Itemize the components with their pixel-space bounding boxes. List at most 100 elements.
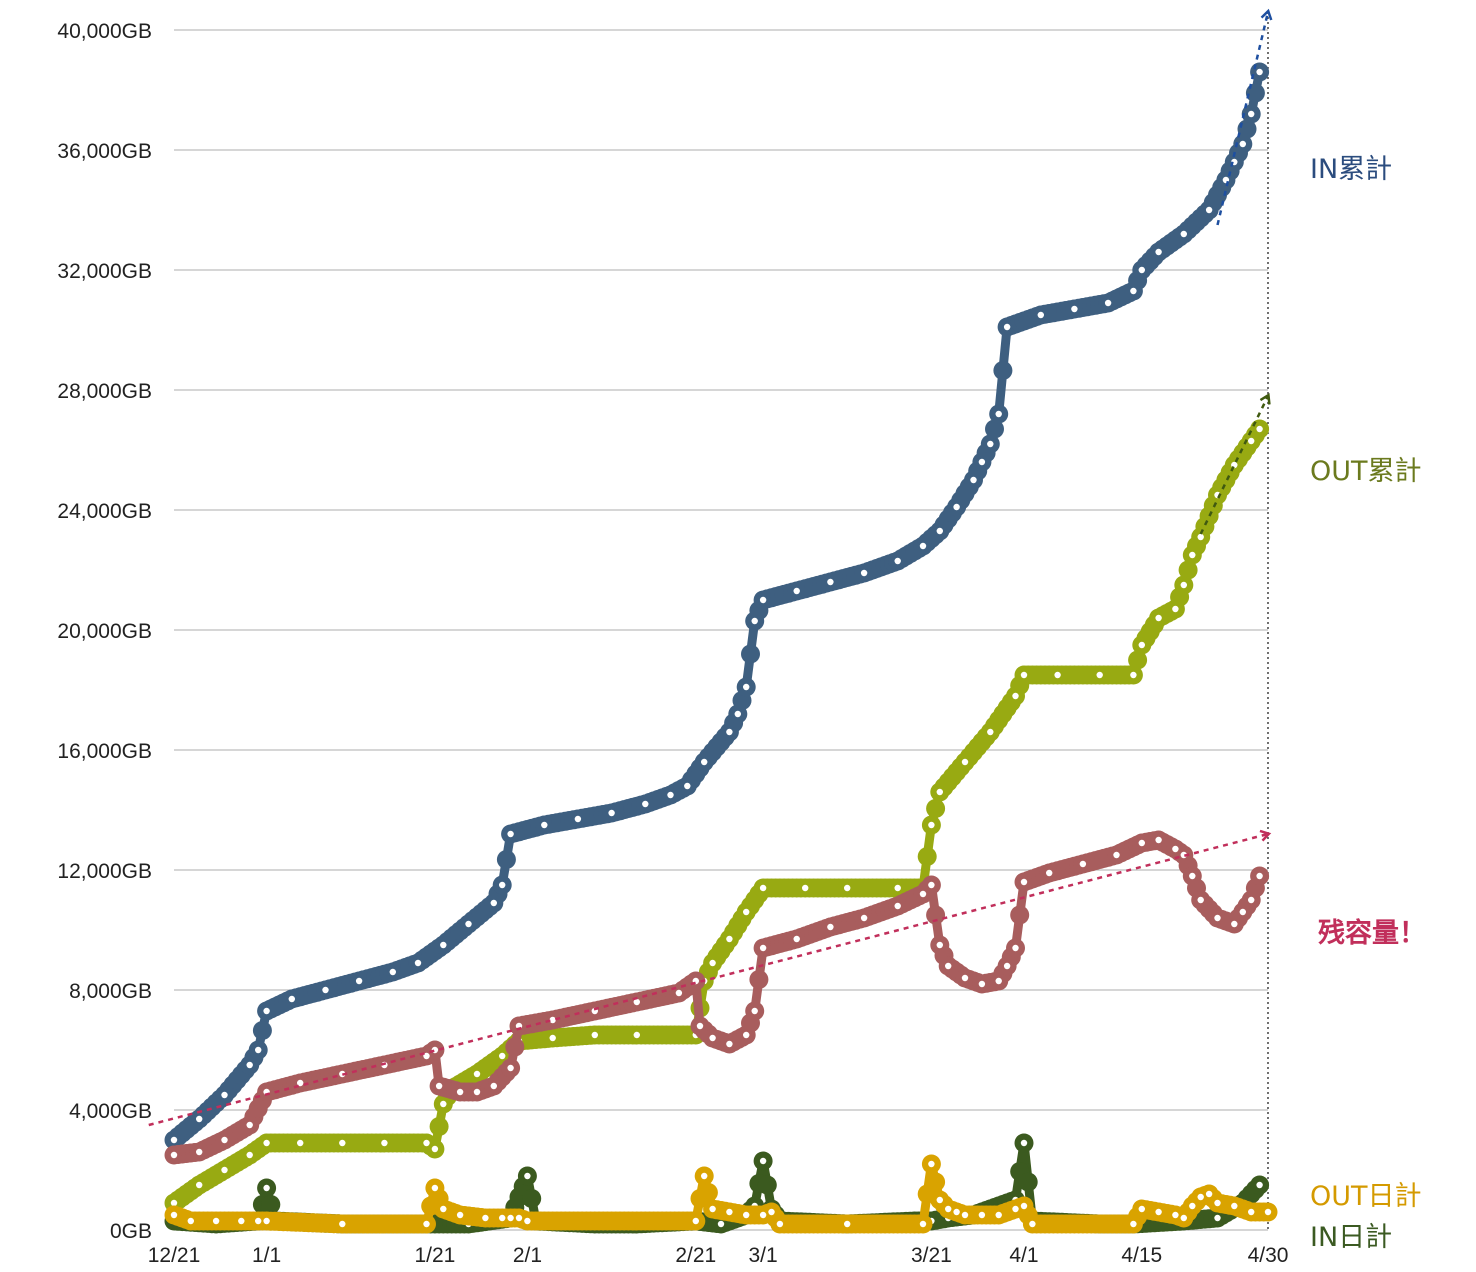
data-point-highlight (490, 1082, 497, 1090)
data-point-highlight (709, 959, 716, 967)
data-point-highlight (1046, 869, 1053, 877)
data-point (429, 1117, 449, 1136)
data-point-highlight (759, 596, 767, 604)
data-point-highlight (759, 1211, 767, 1219)
data-point (1178, 560, 1198, 580)
data-point-highlight (1155, 1208, 1162, 1216)
data-point-highlight (187, 1217, 194, 1225)
data-point-highlight (751, 1007, 758, 1015)
data-point-highlight (1231, 1202, 1238, 1210)
data-point-highlight (1020, 878, 1028, 886)
series-label-4: IN日計 (1310, 1222, 1392, 1253)
data-point-highlight (759, 944, 767, 952)
data-point-highlight (212, 1217, 220, 1225)
data-point-highlight (978, 980, 986, 988)
data-point-highlight (759, 884, 767, 892)
data-point-highlight (1256, 872, 1263, 880)
data-point-highlight (1130, 671, 1137, 679)
data-point-highlight (987, 440, 994, 448)
x-tick-label: 1/1 (252, 1244, 281, 1267)
data-point-highlight (726, 1040, 733, 1048)
data-point-highlight (1012, 944, 1019, 952)
data-point-highlight (802, 884, 809, 892)
data-point-highlight (1130, 287, 1137, 295)
trend-arrow-0 (1216, 12, 1268, 226)
data-point-highlight (238, 1217, 245, 1225)
data-point-highlight (743, 1211, 750, 1219)
data-point-highlight (507, 1064, 514, 1072)
data-point (1128, 650, 1148, 670)
data-point-highlight (221, 1136, 228, 1144)
data-point-highlight (1012, 692, 1019, 700)
data-point-highlight (936, 527, 943, 535)
data-point-highlight (928, 881, 935, 889)
data-point-highlight (701, 1172, 708, 1180)
data-point-highlight (776, 1220, 784, 1228)
data-point (926, 799, 946, 818)
data-point-highlight (793, 935, 800, 943)
data-point-highlight (381, 1139, 388, 1147)
data-point-highlight (633, 1031, 640, 1039)
data-point-highlight (945, 1205, 952, 1213)
data-point-highlight (1248, 110, 1255, 118)
data-point-highlight (1189, 1202, 1196, 1210)
y-tick-label: 4,000GB (69, 1100, 152, 1123)
data-point-highlight (1205, 206, 1213, 214)
data-point-highlight (1214, 914, 1221, 922)
series-label-1: OUT累計 (1310, 456, 1422, 487)
data-point-highlight (844, 1220, 851, 1228)
x-tick-label: 1/21 (414, 1244, 455, 1267)
data-point (261, 1195, 281, 1214)
data-point-highlight (743, 683, 750, 691)
data-point (252, 1021, 272, 1040)
data-point-highlight (482, 1214, 489, 1222)
data-point-highlight (1003, 323, 1011, 331)
data-point-highlight (953, 1208, 960, 1216)
data-point-highlight (1172, 1211, 1179, 1219)
data-point-highlight (1197, 896, 1204, 904)
data-point-highlight (1138, 1205, 1146, 1213)
series-group (164, 62, 1278, 1234)
trend-arrow-2 (148, 834, 1268, 1127)
data-point-highlight (961, 758, 969, 766)
data-point-highlight (1020, 671, 1028, 679)
data-point-highlight (919, 890, 927, 898)
data-point-highlight (1248, 437, 1255, 445)
data-point-highlight (246, 1061, 253, 1069)
data-point-highlight (642, 800, 649, 808)
data-point-highlight (297, 1079, 304, 1087)
data-point-highlight (692, 1217, 699, 1225)
data-point-highlight (456, 1211, 464, 1219)
data-point-highlight (726, 728, 733, 736)
data-point-highlight (246, 1151, 253, 1159)
data-point-highlight (928, 1160, 935, 1168)
data-point-highlight (473, 1070, 481, 1078)
data-point-highlight (1003, 962, 1011, 970)
data-point (917, 847, 937, 866)
y-tick-label: 32,000GB (57, 260, 152, 283)
data-point-highlight (1239, 908, 1247, 916)
data-point (522, 1189, 542, 1208)
data-point-highlight (170, 1151, 178, 1159)
data-point-highlight (574, 815, 582, 823)
data-point-highlight (961, 1211, 969, 1219)
data-point-highlight (499, 1052, 506, 1060)
data-point-highlight (1214, 1214, 1221, 1222)
x-tick-label: 4/30 (1248, 1244, 1289, 1267)
data-point (926, 1172, 946, 1192)
data-point-highlight (414, 959, 422, 967)
data-point-highlight (1029, 1220, 1036, 1228)
series-line (169, 424, 1265, 1208)
data-point-highlight (751, 617, 758, 625)
data-point-highlight (440, 1100, 447, 1108)
x-tick-label: 2/21 (675, 1244, 716, 1267)
data-point-highlight (255, 1046, 262, 1054)
data-point-highlight (263, 1184, 270, 1192)
data-point-highlight (1248, 1208, 1255, 1216)
data-point-highlight (1189, 551, 1196, 559)
series-1 (164, 419, 1270, 1213)
x-tick-label: 4/15 (1121, 1244, 1162, 1267)
data-point-highlight (1079, 860, 1087, 868)
data-point-highlight (827, 923, 834, 931)
